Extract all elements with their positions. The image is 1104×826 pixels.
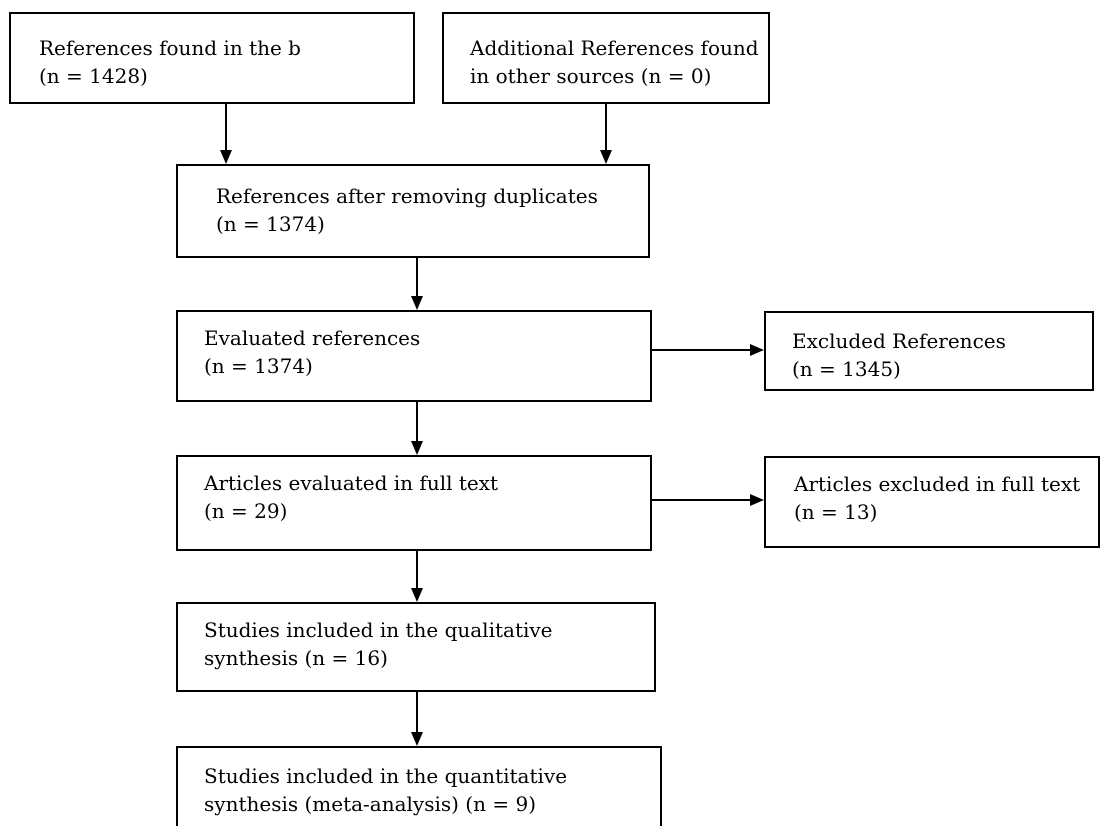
box-excluded: Excluded References (n = 1345) (764, 311, 1094, 391)
arrowhead-other-to-dedup (600, 150, 612, 164)
box-excluded-full-text: Articles excluded in full text (n = 13) (764, 456, 1100, 548)
box-after-duplicates-count: (n = 1374) (216, 212, 325, 236)
box-full-text: Articles evaluated in full text (n = 29) (176, 455, 652, 551)
arrowhead-dedup-to-evaluated (411, 296, 423, 310)
box-after-duplicates-line1: References after removing duplicates (216, 184, 598, 208)
box-evaluated-line1: Evaluated references (204, 326, 421, 350)
box-evaluated: Evaluated references (n = 1374) (176, 310, 652, 402)
box-db-references-count: (n = 1428) (39, 64, 148, 88)
box-excluded-count: (n = 1345) (792, 357, 901, 381)
box-db-references: References found in the b (n = 1428) (9, 12, 415, 104)
arrowhead-qualitative-to-quantitative (411, 732, 423, 746)
arrowhead-db-to-dedup (220, 150, 232, 164)
box-qualitative-line1: Studies included in the qualitative (204, 618, 553, 642)
arrowhead-fulltext-to-excluded (750, 494, 764, 506)
arrowhead-evaluated-to-fulltext (411, 441, 423, 455)
box-qualitative-line2: synthesis (n = 16) (204, 646, 388, 670)
box-other-references-line1: Additional References found (470, 36, 759, 60)
box-quantitative-line2: synthesis (meta-analysis) (n = 9) (204, 792, 536, 816)
box-db-references-line1: References found in the b (39, 36, 301, 60)
box-other-references-line2: in other sources (n = 0) (470, 64, 712, 88)
arrowhead-fulltext-to-qualitative (411, 588, 423, 602)
box-qualitative: Studies included in the qualitative synt… (176, 602, 656, 692)
box-other-references: Additional References found in other sou… (442, 12, 770, 104)
box-excluded-full-text-line1: Articles excluded in full text (794, 472, 1081, 496)
box-full-text-line1: Articles evaluated in full text (204, 471, 499, 495)
box-quantitative: Studies included in the quantitative syn… (176, 746, 662, 826)
box-after-duplicates: References after removing duplicates (n … (176, 164, 650, 258)
box-excluded-full-text-count: (n = 13) (794, 500, 878, 524)
box-evaluated-count: (n = 1374) (204, 354, 313, 378)
box-full-text-count: (n = 29) (204, 499, 288, 523)
box-quantitative-line1: Studies included in the quantitative (204, 764, 568, 788)
arrowhead-evaluated-to-excluded (750, 344, 764, 356)
box-excluded-line1: Excluded References (792, 329, 1006, 353)
